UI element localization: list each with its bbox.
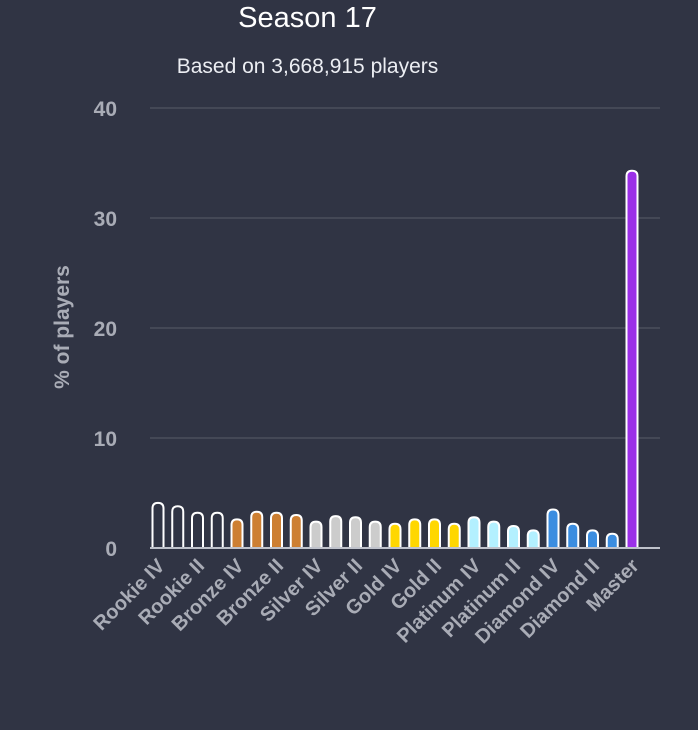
- bar: [289, 513, 303, 549]
- bar: [250, 510, 264, 549]
- bar: [230, 518, 244, 549]
- bar: [625, 169, 639, 549]
- bar: [526, 529, 540, 549]
- gridlines: [150, 107, 660, 439]
- chart-subtitle: Based on 3,668,915 players: [176, 55, 439, 78]
- y-tick-label: 0: [105, 538, 117, 561]
- bar: [566, 522, 580, 549]
- y-tick-label: 10: [94, 428, 117, 451]
- bar: [586, 529, 599, 549]
- y-axis: 0 10 20 30 40: [94, 98, 117, 561]
- bar: [171, 505, 185, 549]
- bar: [191, 511, 204, 549]
- y-tick-label: 20: [94, 318, 117, 341]
- bar: [546, 508, 560, 549]
- chart-title: Season 17: [238, 2, 377, 34]
- bar: [467, 516, 481, 549]
- bar: [487, 520, 501, 549]
- bar: [408, 518, 422, 549]
- y-axis-label: % of players: [51, 265, 74, 389]
- bar: [388, 522, 402, 549]
- bar: [605, 532, 619, 549]
- bar: [270, 511, 283, 549]
- bar: [368, 520, 382, 549]
- bar: [507, 524, 520, 549]
- bar: [151, 501, 165, 549]
- bar: [349, 516, 362, 549]
- bar: [309, 520, 323, 549]
- y-tick-label: 40: [94, 98, 117, 121]
- bars: [151, 169, 639, 549]
- y-tick-label: 30: [94, 208, 117, 231]
- bar: [210, 511, 224, 549]
- bar: [329, 515, 343, 549]
- bar: [447, 522, 461, 549]
- bar: [428, 518, 441, 549]
